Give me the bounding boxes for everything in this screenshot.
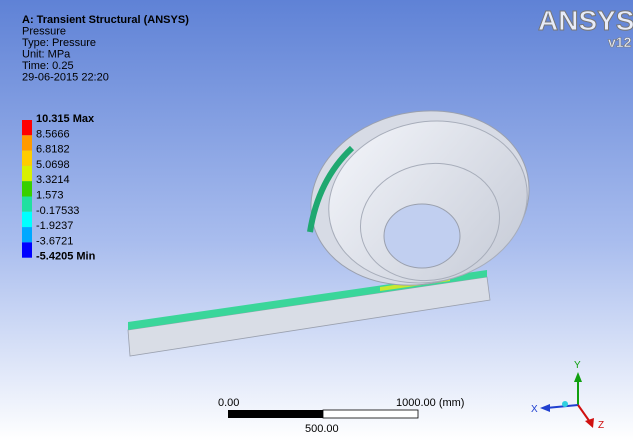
scale-end: 1000.00 (mm): [396, 397, 464, 409]
legend-label: -1.9237: [36, 220, 73, 232]
viewport: A: Transient Structural (ANSYS)PressureT…: [0, 0, 633, 441]
scale-start: 0.00: [218, 397, 239, 409]
logo-brand: ANSYS: [538, 5, 633, 36]
legend-label: 1.573: [36, 190, 64, 202]
legend-label: 10.315 Max: [36, 113, 95, 125]
legend-label: -0.17533: [36, 205, 79, 217]
legend-swatch: [22, 151, 32, 166]
header-line: Pressure: [22, 26, 66, 38]
legend-swatch: [22, 212, 32, 227]
legend-swatch: [22, 197, 32, 212]
legend-label: 5.0698: [36, 159, 70, 171]
scale-mid: 500.00: [305, 423, 339, 435]
triad-y-label: Y: [574, 360, 581, 371]
legend-swatch: [22, 135, 32, 150]
header-line: Unit: MPa: [22, 49, 71, 61]
scale-bar-dark: [228, 410, 323, 418]
legend-swatch: [22, 227, 32, 242]
legend-swatch: [22, 242, 32, 257]
header-line: Type: Pressure: [22, 37, 96, 49]
legend-swatch: [22, 166, 32, 181]
disk-hole: [384, 204, 460, 268]
legend-swatch: [22, 120, 32, 135]
triad-x-label: X: [531, 404, 538, 415]
header-line: 29-06-2015 22:20: [22, 72, 109, 84]
legend-label: -5.4205 Min: [36, 251, 96, 263]
legend-swatch: [22, 181, 32, 196]
legend-label: 8.5666: [36, 128, 70, 140]
legend-label: -3.6721: [36, 235, 73, 247]
triad-origin: [562, 401, 568, 407]
logo-version: v12: [608, 34, 632, 50]
legend-label: 3.3214: [36, 174, 70, 186]
legend-label: 6.8182: [36, 144, 70, 156]
header-line: Time: 0.25: [22, 60, 74, 72]
header-title: A: Transient Structural (ANSYS): [22, 14, 189, 26]
scale-bar-light: [323, 410, 418, 418]
triad-z-label: Z: [598, 420, 604, 431]
